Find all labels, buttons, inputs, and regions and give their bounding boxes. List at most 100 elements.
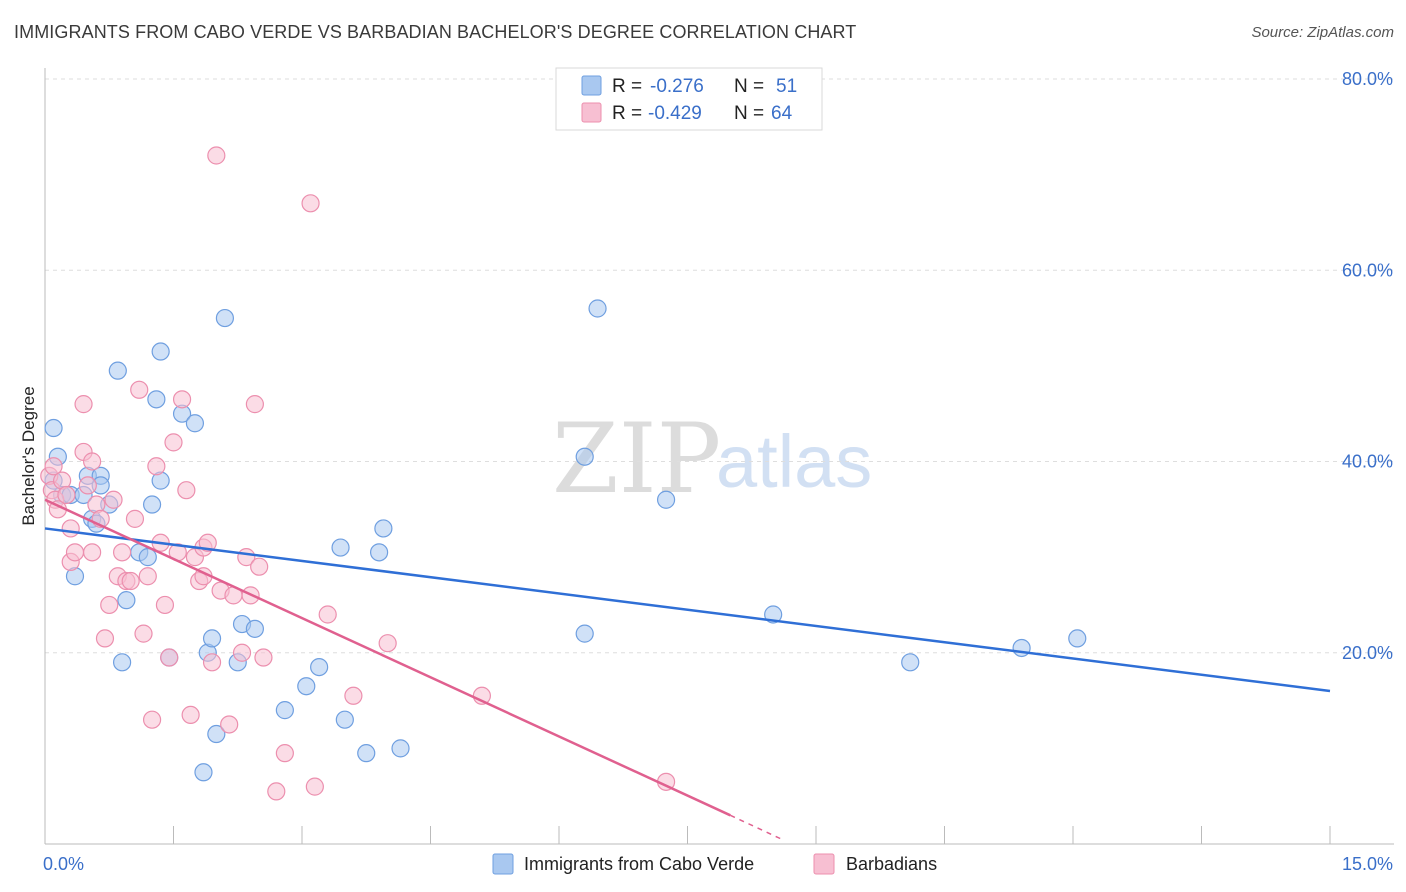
data-point <box>588 299 607 318</box>
data-point <box>656 490 676 509</box>
data-point <box>575 447 594 466</box>
data-point <box>138 567 157 586</box>
trend-lines <box>44 498 1331 840</box>
data-point <box>112 543 132 562</box>
y-tick-label-80: 80.0% <box>1342 69 1393 89</box>
legend-swatch-cabo-verde <box>581 75 602 96</box>
data-point <box>391 739 410 758</box>
data-point <box>254 648 273 667</box>
data-point <box>83 543 102 562</box>
legend-r-value-cabo-verde: -0.276 <box>650 76 704 97</box>
data-point <box>57 485 76 505</box>
data-point <box>151 342 170 361</box>
series-legend: Immigrants from Cabo Verde Barbadians <box>492 853 937 875</box>
source-label: Source: ZipAtlas.com <box>1251 24 1394 41</box>
data-point <box>164 433 183 452</box>
data-point <box>147 457 166 476</box>
grid-lines <box>45 78 1394 654</box>
y-axis-label: Bachelor's Degree <box>19 386 38 525</box>
data-point <box>310 657 329 677</box>
data-point <box>112 653 132 672</box>
data-point <box>202 629 222 648</box>
data-point <box>331 538 350 557</box>
data-point <box>78 476 97 495</box>
data-point <box>147 390 166 409</box>
y-tick-label-40: 40.0% <box>1342 452 1393 472</box>
data-point <box>370 543 389 562</box>
data-point <box>125 509 145 528</box>
data-point <box>318 605 337 624</box>
data-point <box>275 701 294 720</box>
data-point <box>297 677 316 696</box>
data-point <box>61 519 80 538</box>
data-point <box>172 390 192 409</box>
data-point <box>121 571 140 591</box>
legend-swatch-barbadians <box>581 102 602 123</box>
data-point <box>134 624 153 643</box>
x-tick-label-left: 0.0% <box>43 854 84 874</box>
x-tick-marks <box>44 826 1331 844</box>
data-point <box>357 744 376 763</box>
data-point <box>1068 629 1087 648</box>
data-point <box>95 629 115 648</box>
trend-line-0 <box>44 527 1331 693</box>
legend-r-label-barbadians: R = <box>612 103 642 124</box>
data-point <box>301 194 320 213</box>
data-point <box>207 146 226 165</box>
data-point <box>83 452 102 471</box>
y-tick-labels: 20.0% 40.0% 60.0% 80.0% <box>1342 69 1393 663</box>
data-point <box>44 457 63 476</box>
data-point <box>100 595 119 615</box>
legend-n-label-barbadians: N = <box>734 103 764 124</box>
trend-line-1 <box>44 498 731 817</box>
data-point <box>232 643 252 662</box>
data-point <box>142 710 162 729</box>
data-point <box>202 653 222 672</box>
data-point <box>215 308 234 328</box>
y-tick-label-20: 20.0% <box>1342 643 1393 663</box>
data-point <box>74 395 93 414</box>
data-point <box>130 380 149 399</box>
data-point <box>250 557 269 576</box>
series-legend-label-cabo-verde: Immigrants from Cabo Verde <box>524 854 754 874</box>
series-legend-label-barbadians: Barbadians <box>846 854 937 874</box>
legend-n-value-barbadians: 64 <box>771 103 793 124</box>
data-point <box>378 634 397 653</box>
data-point <box>185 414 205 433</box>
data-point <box>207 724 226 744</box>
chart-title: IMMIGRANTS FROM CABO VERDE VS BARBADIAN … <box>14 22 857 42</box>
series-legend-swatch-cabo-verde <box>492 853 514 875</box>
data-point <box>374 519 393 538</box>
data-point <box>267 782 286 801</box>
data-point <box>335 710 354 729</box>
data-point <box>275 744 294 763</box>
data-point <box>142 495 162 514</box>
legend-r-label-cabo-verde: R = <box>612 76 642 97</box>
data-point <box>220 715 239 734</box>
data-point <box>44 418 63 438</box>
x-tick-label-right: 15.0% <box>1342 854 1393 874</box>
legend-n-label-cabo-verde: N = <box>734 76 764 97</box>
series-legend-swatch-barbadians <box>813 853 835 875</box>
data-point <box>305 777 324 796</box>
data-point <box>160 648 179 667</box>
data-point <box>245 619 264 638</box>
data-point <box>65 543 85 562</box>
data-point <box>138 548 157 567</box>
data-point <box>764 605 783 624</box>
data-point <box>198 533 217 552</box>
legend-n-value-cabo-verde: 51 <box>776 76 797 97</box>
data-point <box>575 624 594 643</box>
data-point <box>155 595 175 615</box>
data-point <box>181 705 200 725</box>
data-point <box>245 395 264 414</box>
data-point <box>108 361 127 380</box>
data-point <box>104 490 123 509</box>
y-tick-label-60: 60.0% <box>1342 260 1393 280</box>
trend-line-extension-1 <box>730 814 783 840</box>
data-point <box>194 763 213 782</box>
data-point <box>177 481 196 500</box>
data-point <box>117 591 136 610</box>
data-point <box>344 686 363 705</box>
